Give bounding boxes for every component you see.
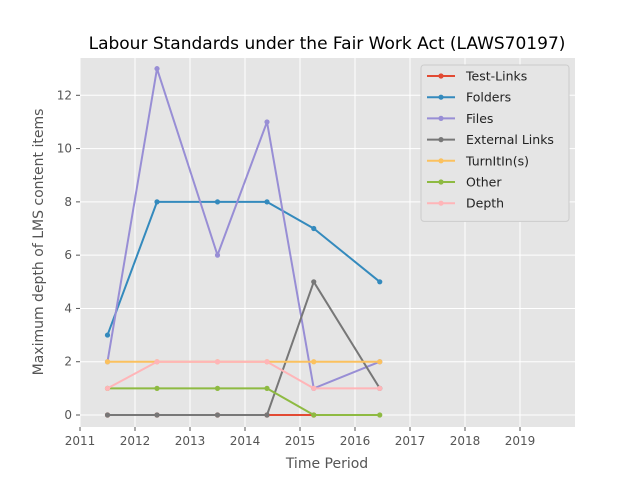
legend-marker <box>438 137 444 143</box>
data-point <box>104 412 111 418</box>
series-line <box>107 280 381 417</box>
data-point <box>214 252 221 258</box>
legend-entry: Files <box>427 111 493 126</box>
data-point <box>377 279 383 285</box>
legend-marker <box>438 115 444 121</box>
data-point <box>264 119 270 125</box>
series-line <box>106 200 381 336</box>
chart-title: Labour Standards under the Fair Work Act… <box>89 34 566 54</box>
data-point <box>104 385 111 391</box>
data-point <box>311 225 317 232</box>
legend-entry: Test-Links <box>427 69 527 84</box>
legend-marker <box>438 158 444 164</box>
x-tick-label: 2012 <box>120 434 151 448</box>
data-point <box>311 385 317 391</box>
x-tick-label: 2017 <box>395 434 426 448</box>
data-point <box>264 359 270 365</box>
x-tick-label: 2015 <box>285 434 316 448</box>
y-tick-label: 4 <box>64 301 72 315</box>
legend-entry: Other <box>427 175 502 190</box>
legend: Test-Links Folders Files External Links Turn… <box>420 64 570 222</box>
x-tick-label: 2011 <box>65 434 96 448</box>
data-point <box>377 412 383 418</box>
data-point <box>214 359 221 365</box>
y-tick-label: 8 <box>64 195 72 209</box>
y-tick-label: 6 <box>64 248 72 262</box>
legend-marker <box>438 94 444 100</box>
data-point <box>214 199 221 205</box>
legend-marker <box>438 179 444 185</box>
data-point <box>264 412 270 418</box>
legend-marker <box>438 200 444 206</box>
data-point <box>377 385 383 391</box>
x-tick-label: 2016 <box>340 434 371 448</box>
legend-entry: External Links <box>427 132 554 147</box>
data-point <box>104 359 111 365</box>
series-line <box>106 67 381 390</box>
data-point <box>154 385 160 391</box>
y-tick-label: 10 <box>57 142 72 156</box>
legend-label: Other <box>466 175 502 190</box>
data-point <box>154 199 160 205</box>
x-axis-label: Time Period <box>285 456 368 472</box>
legend-label: External Links <box>466 132 554 147</box>
data-point <box>311 359 317 365</box>
data-point <box>104 332 111 338</box>
data-point <box>154 412 160 418</box>
ticks: 2011 2012 2013 2014 2015 2016 2017 2018 2019 0 2 4 6… <box>57 88 536 448</box>
legend-entry: Folders <box>427 90 511 105</box>
data-point <box>311 279 317 285</box>
series-line <box>107 360 380 390</box>
legend-entry: TurnItIn(s) <box>427 153 529 168</box>
y-tick-label: 2 <box>64 355 72 369</box>
series-line <box>107 387 380 417</box>
data-point <box>377 359 383 365</box>
x-tick-label: 2019 <box>505 434 536 448</box>
data-point <box>214 412 221 418</box>
legend-entry: Depth <box>427 196 504 211</box>
legend-marker <box>438 73 444 79</box>
series-depth <box>104 359 383 391</box>
y-tick-label: 12 <box>57 88 72 102</box>
data-point <box>154 359 160 365</box>
y-tick-label: 0 <box>64 408 72 422</box>
data-point <box>264 199 270 205</box>
x-tick-label: 2018 <box>450 434 481 448</box>
legend-label: TurnItIn(s) <box>465 153 529 168</box>
data-point <box>154 66 160 72</box>
y-axis-label: Maximum depth of LMS content items <box>31 109 47 376</box>
legend-label: Depth <box>466 196 504 211</box>
series-folders <box>104 199 383 338</box>
data-point <box>214 385 221 391</box>
x-tick-label: 2014 <box>230 434 261 448</box>
legend-label: Test-Links <box>465 69 527 84</box>
data-point <box>264 385 270 391</box>
legend-label: Files <box>466 111 493 126</box>
legend-box <box>420 64 570 222</box>
x-tick-label: 2013 <box>175 434 206 448</box>
data-point <box>311 412 317 418</box>
legend-label: Folders <box>466 90 511 105</box>
series-layer <box>104 66 383 418</box>
